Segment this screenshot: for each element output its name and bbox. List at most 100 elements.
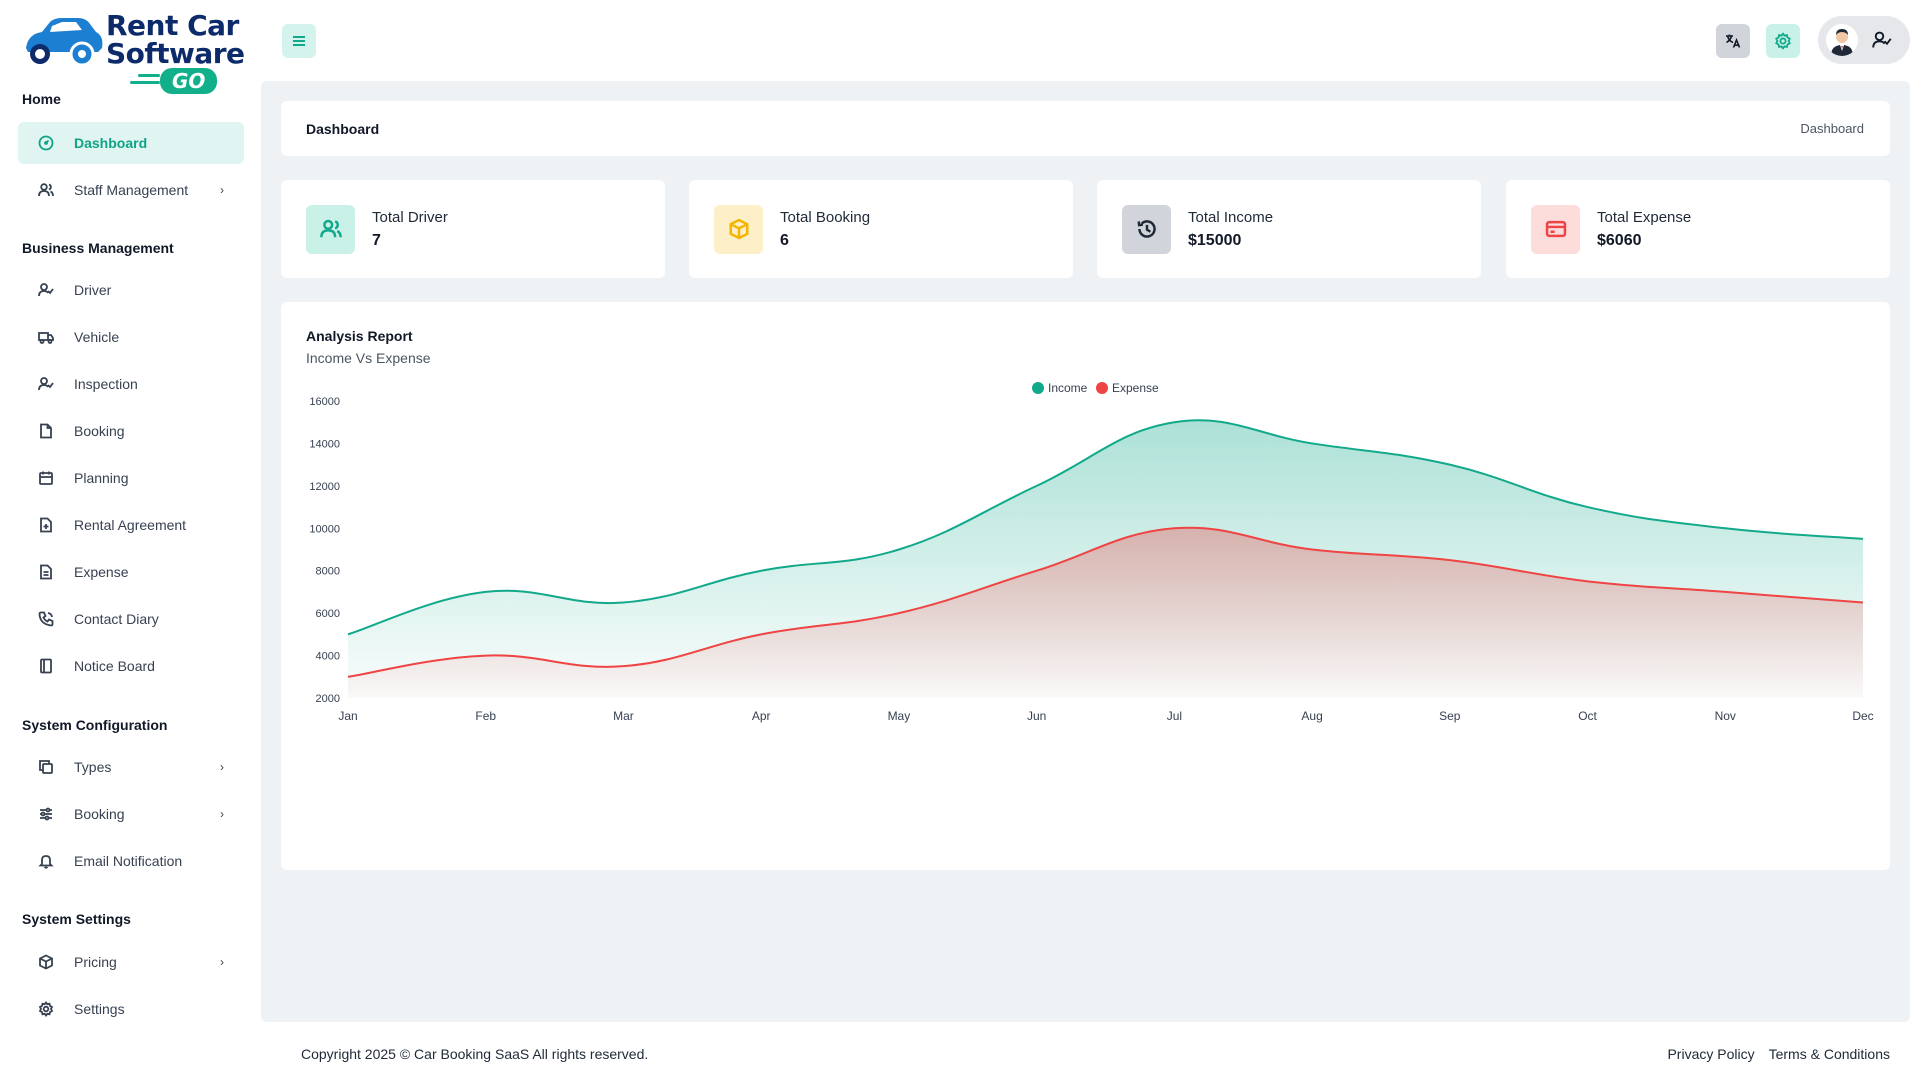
sidebar-item-types[interactable]: Types › xyxy=(18,746,244,788)
menu-toggle-button[interactable] xyxy=(282,24,316,58)
sidebar-item-settings[interactable]: Settings xyxy=(18,988,244,1030)
legend-item-expense[interactable]: Expense xyxy=(1096,381,1159,395)
sidebar-item-vehicle[interactable]: Vehicle xyxy=(18,316,244,358)
brand-name: Rent Car Software xyxy=(106,9,245,70)
sidebar-item-pricing[interactable]: Pricing › xyxy=(18,941,244,983)
sidebar-item-label: Rental Agreement xyxy=(74,517,187,533)
language-button[interactable] xyxy=(1716,24,1750,58)
sidebar-item-label: Booking xyxy=(74,806,125,822)
sidebar-item-label: Vehicle xyxy=(74,329,120,345)
history-icon xyxy=(1122,204,1171,254)
breadcrumb-path[interactable]: Dashboard xyxy=(1800,121,1864,136)
sidebar-item-label: Types xyxy=(74,759,112,775)
sidebar-item-booking-config[interactable]: Booking › xyxy=(18,793,244,835)
sidebar-item-label: Notice Board xyxy=(74,658,155,674)
legend-label: Income xyxy=(1048,381,1088,395)
legend-marker xyxy=(1032,382,1044,394)
sidebar-item-label: Contact Diary xyxy=(74,611,159,627)
x-tick-label: Feb xyxy=(475,709,496,723)
gear-icon xyxy=(1775,32,1791,50)
stat-value: $15000 xyxy=(1188,231,1242,249)
footer-links: Privacy Policy Terms & Conditions xyxy=(1667,1046,1890,1062)
sidebar-item-expense[interactable]: Expense xyxy=(18,551,244,593)
chevron-right-icon: › xyxy=(220,760,224,774)
sidebar-item-booking[interactable]: Booking xyxy=(18,410,244,452)
section-title-system-settings: System Settings xyxy=(22,911,131,927)
sidebar-item-driver[interactable]: Driver xyxy=(18,269,244,311)
sidebar-item-email-notification[interactable]: Email Notification xyxy=(18,840,244,882)
stat-card-total-driver: Total Driver 7 xyxy=(281,180,665,278)
box-icon xyxy=(38,954,54,970)
terms-conditions-link[interactable]: Terms & Conditions xyxy=(1768,1046,1890,1062)
sliders-icon xyxy=(38,806,54,822)
copy-icon xyxy=(38,759,54,775)
sidebar-item-inspection[interactable]: Inspection xyxy=(18,363,244,405)
page-title: Dashboard xyxy=(306,120,380,137)
truck-icon xyxy=(38,329,54,345)
sidebar-item-label: Booking xyxy=(74,423,125,439)
series-line-income xyxy=(347,419,1864,636)
x-tick-label: Dec xyxy=(1852,709,1873,723)
series-area-expense xyxy=(348,527,1863,698)
sidebar-item-notice-board[interactable]: Notice Board xyxy=(18,645,244,687)
sidebar-item-dashboard[interactable]: Dashboard xyxy=(18,122,244,164)
translate-icon xyxy=(1726,34,1741,48)
section-title-home: Home xyxy=(22,91,61,107)
y-tick-label: 16000 xyxy=(309,396,340,408)
x-tick-label: Aug xyxy=(1301,709,1322,723)
x-tick-label: Sep xyxy=(1439,709,1461,723)
legend-item-income[interactable]: Income xyxy=(1032,381,1088,395)
series-line-expense xyxy=(347,526,1864,678)
users-icon xyxy=(306,204,355,254)
main-content: Dashboard Dashboard Total Driver 7 Total… xyxy=(261,81,1910,1022)
brand-logo[interactable]: Rent Car Software GO xyxy=(20,10,245,96)
x-tick-label: Oct xyxy=(1578,709,1597,723)
x-tick-label: Nov xyxy=(1715,709,1736,723)
stat-label: Total Income xyxy=(1188,208,1274,226)
y-tick-label: 8000 xyxy=(316,566,340,578)
sidebar-item-planning[interactable]: Planning xyxy=(18,457,244,499)
stat-label: Total Booking xyxy=(780,208,871,226)
sidebar-item-staff-management[interactable]: Staff Management › xyxy=(18,169,244,211)
gear-icon xyxy=(38,1001,54,1017)
sidebar-item-contact-diary[interactable]: Contact Diary xyxy=(18,598,244,640)
stat-value: 7 xyxy=(372,231,381,249)
car-gear-icon xyxy=(26,18,103,67)
y-tick-label: 6000 xyxy=(316,608,340,620)
x-tick-label: Jan xyxy=(338,709,357,723)
sidebar-item-label: Email Notification xyxy=(74,853,183,869)
stat-label: Total Expense xyxy=(1597,208,1692,226)
chart-title: Analysis Report xyxy=(306,328,413,344)
brand-badge: GO xyxy=(160,68,218,94)
stat-value: $6060 xyxy=(1597,231,1642,249)
speed-lines-icon xyxy=(130,74,160,88)
privacy-policy-link[interactable]: Privacy Policy xyxy=(1667,1046,1755,1062)
y-tick-label: 14000 xyxy=(309,438,340,450)
user-check-icon xyxy=(38,282,54,298)
legend-label: Expense xyxy=(1112,381,1159,395)
x-tick-label: Mar xyxy=(613,709,634,723)
sidebar-item-label: Inspection xyxy=(74,376,138,392)
file-plus-icon xyxy=(38,517,54,533)
section-title-business-management: Business Management xyxy=(22,240,174,256)
phone-icon xyxy=(38,611,54,627)
y-tick-label: 2000 xyxy=(316,693,340,705)
settings-button[interactable] xyxy=(1766,24,1800,58)
chevron-right-icon: › xyxy=(220,807,224,821)
box-icon xyxy=(714,204,763,254)
user-menu[interactable] xyxy=(1818,16,1910,64)
sidebar-item-label: Planning xyxy=(74,470,129,486)
sidebar-item-label: Expense xyxy=(74,564,129,580)
x-tick-label: Jun xyxy=(1027,709,1046,723)
chart-subtitle: Income Vs Expense xyxy=(306,350,431,366)
section-title-system-configuration: System Configuration xyxy=(22,717,168,733)
x-tick-label: Jul xyxy=(1167,709,1182,723)
x-tick-label: Apr xyxy=(752,709,771,723)
sidebar-item-rental-agreement[interactable]: Rental Agreement xyxy=(18,504,244,546)
sidebar-item-label: Pricing xyxy=(74,954,117,970)
chevron-right-icon: › xyxy=(220,955,224,969)
sidebar-item-label: Dashboard xyxy=(74,135,148,151)
sidebar-item-label: Driver xyxy=(74,282,112,298)
gauge-icon xyxy=(38,135,54,151)
user-check-icon xyxy=(1872,31,1892,48)
